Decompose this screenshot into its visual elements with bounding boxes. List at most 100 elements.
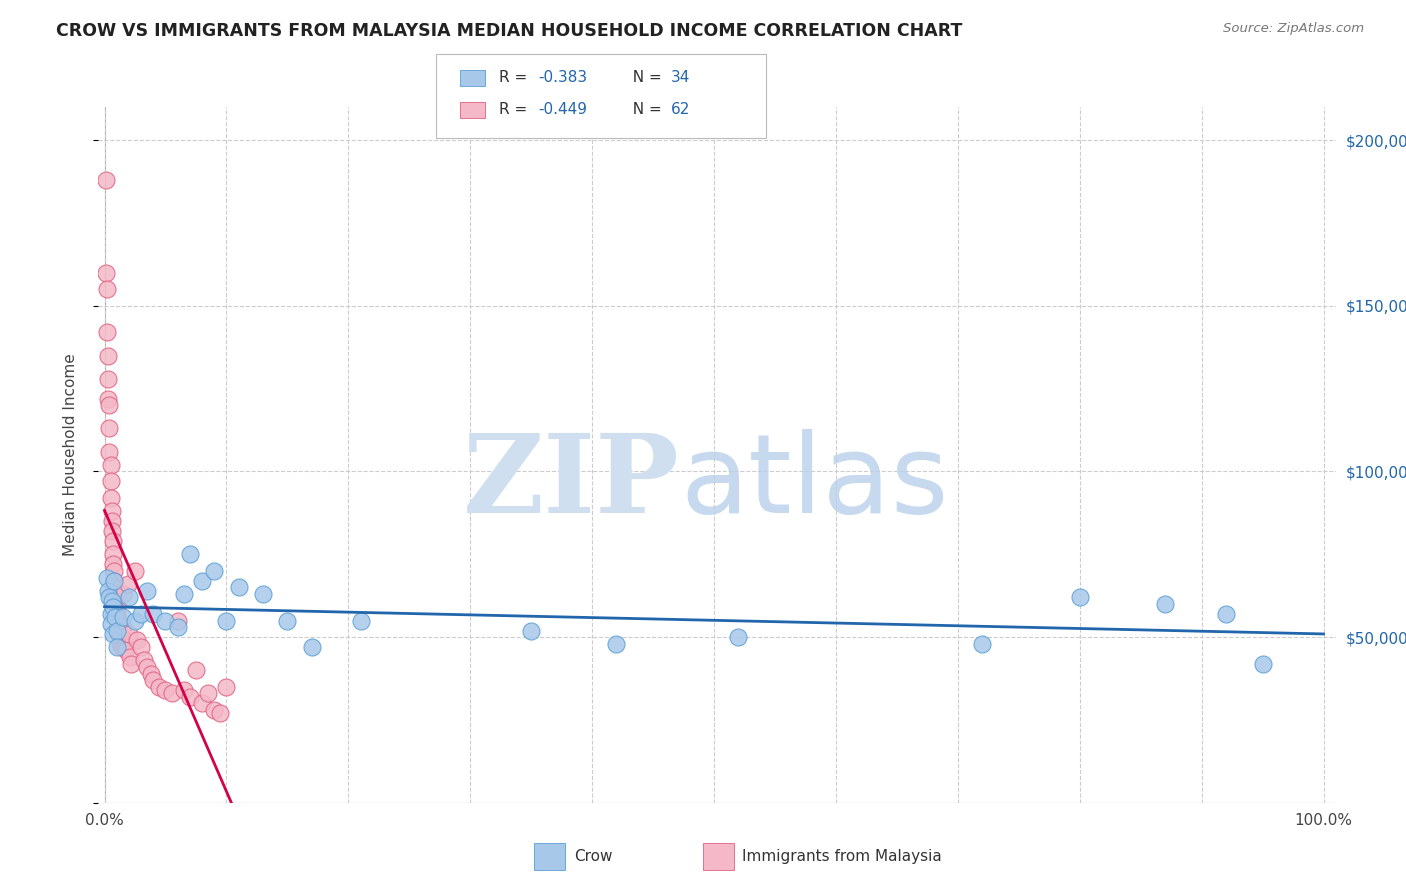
Point <box>110 630 132 644</box>
Point <box>191 697 214 711</box>
Point <box>132 653 155 667</box>
Point <box>94 266 117 280</box>
Point <box>972 637 994 651</box>
Point <box>166 620 188 634</box>
Point <box>166 614 188 628</box>
Text: -0.449: -0.449 <box>538 103 588 117</box>
Point <box>103 581 125 595</box>
Point <box>202 564 225 578</box>
Point <box>1215 607 1237 621</box>
Point <box>114 640 136 654</box>
Point <box>101 627 124 641</box>
Point <box>101 593 124 607</box>
Text: Crow: Crow <box>574 849 612 863</box>
Point <box>108 624 131 638</box>
Point <box>129 640 152 654</box>
Point <box>252 587 274 601</box>
Point <box>100 475 122 489</box>
Point <box>209 706 232 721</box>
Point <box>100 616 122 631</box>
Text: Source: ZipAtlas.com: Source: ZipAtlas.com <box>1223 22 1364 36</box>
Point <box>179 547 201 561</box>
Text: R =: R = <box>499 70 533 85</box>
Point <box>127 633 149 648</box>
Point <box>105 640 128 654</box>
Point <box>160 686 183 700</box>
Point <box>124 614 146 628</box>
Point <box>110 640 132 654</box>
Point <box>136 660 159 674</box>
Point <box>96 326 118 340</box>
Point <box>115 643 138 657</box>
Point <box>100 491 122 505</box>
Point <box>101 514 124 528</box>
Point <box>110 637 132 651</box>
Point <box>155 683 177 698</box>
Text: Immigrants from Malaysia: Immigrants from Malaysia <box>742 849 942 863</box>
Point <box>1069 591 1091 605</box>
Text: N =: N = <box>623 70 666 85</box>
Point <box>97 349 120 363</box>
Point <box>100 607 122 621</box>
Point <box>97 372 120 386</box>
Point <box>215 680 238 694</box>
Point <box>228 581 250 595</box>
Point <box>98 398 121 412</box>
Text: atlas: atlas <box>681 429 949 536</box>
Point <box>96 570 118 584</box>
Point <box>136 583 159 598</box>
Text: 34: 34 <box>671 70 690 85</box>
Point <box>605 637 627 651</box>
Point <box>103 574 125 588</box>
Point <box>120 650 142 665</box>
Point <box>100 458 122 472</box>
Point <box>101 534 124 549</box>
Point <box>120 657 142 671</box>
Point <box>179 690 201 704</box>
Point <box>276 614 298 628</box>
Point <box>184 663 207 677</box>
Point <box>101 524 124 538</box>
Point <box>197 686 219 700</box>
Point <box>112 633 135 648</box>
Point <box>142 607 165 621</box>
Point <box>101 600 124 615</box>
Point <box>101 547 124 561</box>
Point <box>142 673 165 688</box>
Point <box>111 620 134 634</box>
Text: ZIP: ZIP <box>463 429 681 536</box>
Text: R =: R = <box>499 103 533 117</box>
Point <box>98 591 121 605</box>
Text: N =: N = <box>623 103 666 117</box>
Point <box>103 574 125 588</box>
Point <box>105 624 128 638</box>
Point <box>173 587 195 601</box>
Point <box>173 683 195 698</box>
Point <box>139 666 162 681</box>
Point <box>129 607 152 621</box>
Point <box>103 564 125 578</box>
Point <box>1154 597 1177 611</box>
Point <box>96 282 118 296</box>
Point <box>124 564 146 578</box>
Text: -0.383: -0.383 <box>538 70 588 85</box>
Point <box>97 583 120 598</box>
Point <box>191 574 214 588</box>
Point <box>101 504 124 518</box>
Point <box>118 627 141 641</box>
Point <box>105 604 128 618</box>
Point <box>98 421 121 435</box>
Point <box>727 630 749 644</box>
Point <box>94 173 117 187</box>
Point <box>97 392 120 406</box>
Point <box>107 620 129 634</box>
Point <box>104 610 127 624</box>
Point <box>520 624 543 638</box>
Y-axis label: Median Household Income: Median Household Income <box>63 353 77 557</box>
Point <box>107 614 129 628</box>
Point <box>98 444 121 458</box>
Point <box>101 558 124 572</box>
Text: 62: 62 <box>671 103 690 117</box>
Point <box>202 703 225 717</box>
Point <box>105 610 128 624</box>
